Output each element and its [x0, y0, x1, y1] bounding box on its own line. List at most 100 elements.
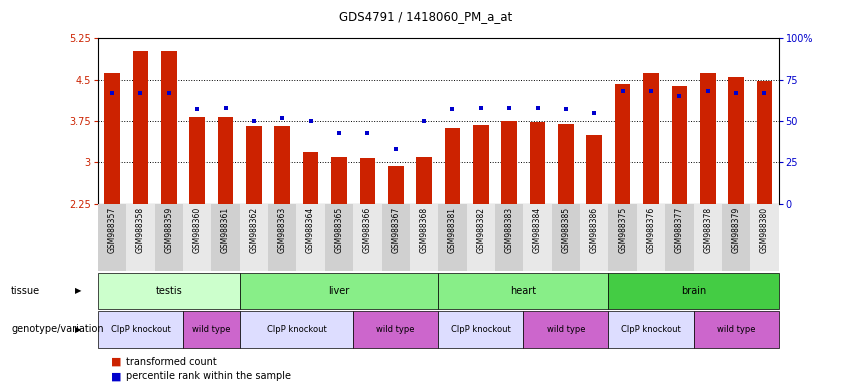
- Text: GSM988381: GSM988381: [448, 207, 457, 253]
- Bar: [529, 121, 545, 204]
- Text: GSM988357: GSM988357: [107, 207, 117, 253]
- Text: ClpP knockout: ClpP knockout: [621, 325, 681, 334]
- Bar: [240, 204, 268, 271]
- Bar: [211, 204, 240, 271]
- Bar: [495, 204, 523, 271]
- Text: brain: brain: [681, 286, 706, 296]
- Bar: [551, 204, 580, 271]
- Bar: [438, 204, 466, 271]
- Bar: [700, 73, 716, 204]
- Bar: [728, 77, 744, 204]
- Text: genotype/variation: genotype/variation: [11, 324, 104, 334]
- Text: GSM988384: GSM988384: [533, 207, 542, 253]
- Text: GSM988361: GSM988361: [221, 207, 230, 253]
- Bar: [665, 204, 694, 271]
- Text: GSM988366: GSM988366: [363, 207, 372, 253]
- Point: [644, 88, 658, 94]
- Point: [332, 129, 346, 136]
- Bar: [240, 273, 438, 309]
- Text: wild type: wild type: [376, 325, 415, 334]
- Text: ▶: ▶: [75, 286, 82, 295]
- Bar: [133, 51, 148, 204]
- Bar: [155, 204, 183, 271]
- Text: ▶: ▶: [75, 324, 82, 334]
- Text: GSM988385: GSM988385: [562, 207, 570, 253]
- Bar: [608, 311, 694, 348]
- Bar: [410, 204, 438, 271]
- Bar: [183, 311, 240, 348]
- Point: [106, 90, 119, 96]
- Bar: [614, 84, 631, 204]
- Text: GSM988386: GSM988386: [590, 207, 599, 253]
- Bar: [473, 125, 488, 204]
- Bar: [218, 117, 233, 204]
- Text: wild type: wild type: [546, 325, 585, 334]
- Bar: [98, 273, 240, 309]
- Point: [304, 118, 317, 124]
- Point: [162, 90, 175, 96]
- Bar: [694, 311, 779, 348]
- Bar: [637, 204, 665, 271]
- Text: percentile rank within the sample: percentile rank within the sample: [126, 371, 291, 381]
- Bar: [694, 204, 722, 271]
- Point: [757, 90, 771, 96]
- Bar: [331, 157, 347, 204]
- Bar: [586, 135, 603, 204]
- Bar: [126, 204, 155, 271]
- Bar: [303, 152, 318, 204]
- Text: tissue: tissue: [11, 286, 40, 296]
- Bar: [722, 204, 751, 271]
- Text: ■: ■: [111, 357, 121, 367]
- Text: GSM988380: GSM988380: [760, 207, 769, 253]
- Bar: [751, 204, 779, 271]
- Bar: [98, 311, 183, 348]
- Point: [502, 105, 516, 111]
- Text: ClpP knockout: ClpP knockout: [111, 325, 170, 334]
- Point: [729, 90, 743, 96]
- Bar: [325, 204, 353, 271]
- Bar: [296, 204, 325, 271]
- Point: [559, 106, 573, 113]
- Bar: [757, 81, 773, 204]
- Bar: [268, 204, 296, 271]
- Text: GSM988377: GSM988377: [675, 207, 684, 253]
- Text: GSM988363: GSM988363: [277, 207, 287, 253]
- Bar: [388, 166, 403, 204]
- Text: GSM988358: GSM988358: [136, 207, 145, 253]
- Bar: [523, 311, 608, 348]
- Text: GSM988378: GSM988378: [703, 207, 712, 253]
- Text: ■: ■: [111, 371, 121, 381]
- Bar: [438, 273, 608, 309]
- Bar: [161, 51, 177, 204]
- Bar: [353, 311, 438, 348]
- Bar: [671, 86, 688, 204]
- Bar: [580, 204, 608, 271]
- Bar: [501, 121, 517, 204]
- Point: [417, 118, 431, 124]
- Text: ClpP knockout: ClpP knockout: [266, 325, 326, 334]
- Text: GSM988382: GSM988382: [477, 207, 485, 253]
- Text: GSM988359: GSM988359: [164, 207, 174, 253]
- Text: GSM988383: GSM988383: [505, 207, 514, 253]
- Bar: [523, 204, 551, 271]
- Point: [616, 88, 630, 94]
- Bar: [359, 158, 375, 204]
- Text: GSM988379: GSM988379: [732, 207, 740, 253]
- Bar: [183, 204, 211, 271]
- Text: heart: heart: [511, 286, 536, 296]
- Point: [134, 90, 147, 96]
- Point: [247, 118, 260, 124]
- Text: ClpP knockout: ClpP knockout: [451, 325, 511, 334]
- Text: GSM988365: GSM988365: [334, 207, 344, 253]
- Point: [361, 129, 374, 136]
- Point: [389, 146, 403, 152]
- Text: GSM988360: GSM988360: [192, 207, 202, 253]
- Point: [446, 106, 460, 113]
- Bar: [381, 204, 410, 271]
- Bar: [445, 128, 460, 204]
- Bar: [438, 311, 523, 348]
- Point: [701, 88, 715, 94]
- Bar: [353, 204, 381, 271]
- Text: testis: testis: [156, 286, 182, 296]
- Point: [587, 110, 601, 116]
